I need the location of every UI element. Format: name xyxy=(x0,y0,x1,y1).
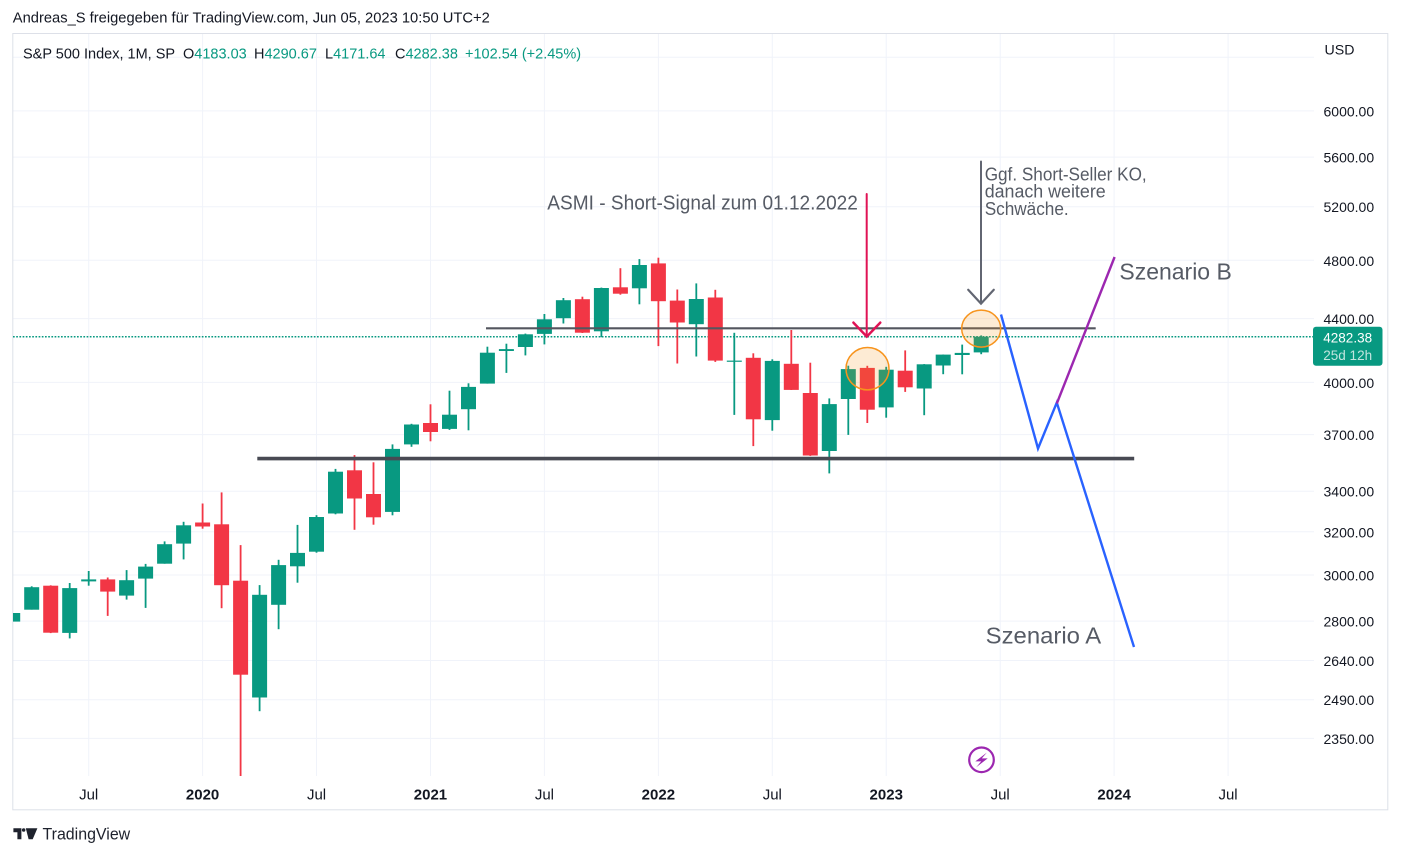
svg-text:Jul: Jul xyxy=(991,786,1010,803)
svg-text:2024: 2024 xyxy=(1097,786,1131,803)
svg-text:4800.00: 4800.00 xyxy=(1324,253,1375,269)
svg-text:4000.00: 4000.00 xyxy=(1324,375,1375,391)
svg-text:3700.00: 3700.00 xyxy=(1324,427,1375,443)
svg-text:Schwäche.: Schwäche. xyxy=(985,199,1069,219)
svg-text:Jul: Jul xyxy=(307,786,326,803)
svg-text:USD: USD xyxy=(1325,42,1355,58)
svg-text:Ggf. Short-Seller KO,: Ggf. Short-Seller KO, xyxy=(985,165,1147,185)
svg-text:2800.00: 2800.00 xyxy=(1324,614,1375,630)
svg-text:3000.00: 3000.00 xyxy=(1324,567,1375,583)
svg-text:25d 12h: 25d 12h xyxy=(1323,348,1372,363)
svg-text:ASMI - Short-Signal zum 01.12.: ASMI - Short-Signal zum 01.12.2022 xyxy=(547,192,858,214)
svg-text:Jul: Jul xyxy=(79,786,98,803)
svg-text:Jul: Jul xyxy=(763,786,782,803)
svg-text:3400.00: 3400.00 xyxy=(1324,484,1375,500)
svg-text:4282.38: 4282.38 xyxy=(1323,330,1372,345)
svg-text:Jul: Jul xyxy=(1218,786,1237,803)
svg-text:Szenario B: Szenario B xyxy=(1119,258,1231,284)
svg-text:3200.00: 3200.00 xyxy=(1324,524,1375,540)
svg-text:2023: 2023 xyxy=(870,786,903,803)
svg-text:5600.00: 5600.00 xyxy=(1324,150,1375,166)
svg-text:2490.00: 2490.00 xyxy=(1324,692,1375,708)
svg-text:Andreas_S freigegeben für Trad: Andreas_S freigegeben für TradingView.co… xyxy=(13,11,490,27)
svg-text:2020: 2020 xyxy=(186,786,219,803)
svg-text:2640.00: 2640.00 xyxy=(1324,653,1375,669)
svg-text:Jul: Jul xyxy=(535,786,554,803)
svg-text:2021: 2021 xyxy=(414,786,447,803)
svg-text:2350.00: 2350.00 xyxy=(1324,731,1375,747)
svg-text:6000.00: 6000.00 xyxy=(1324,103,1375,119)
svg-text:Szenario A: Szenario A xyxy=(986,623,1102,649)
svg-text:5200.00: 5200.00 xyxy=(1324,199,1375,215)
svg-text:4400.00: 4400.00 xyxy=(1324,311,1375,327)
svg-text:TradingView: TradingView xyxy=(43,826,131,844)
svg-text:2022: 2022 xyxy=(642,786,675,803)
svg-text:danach weitere: danach weitere xyxy=(985,182,1106,202)
